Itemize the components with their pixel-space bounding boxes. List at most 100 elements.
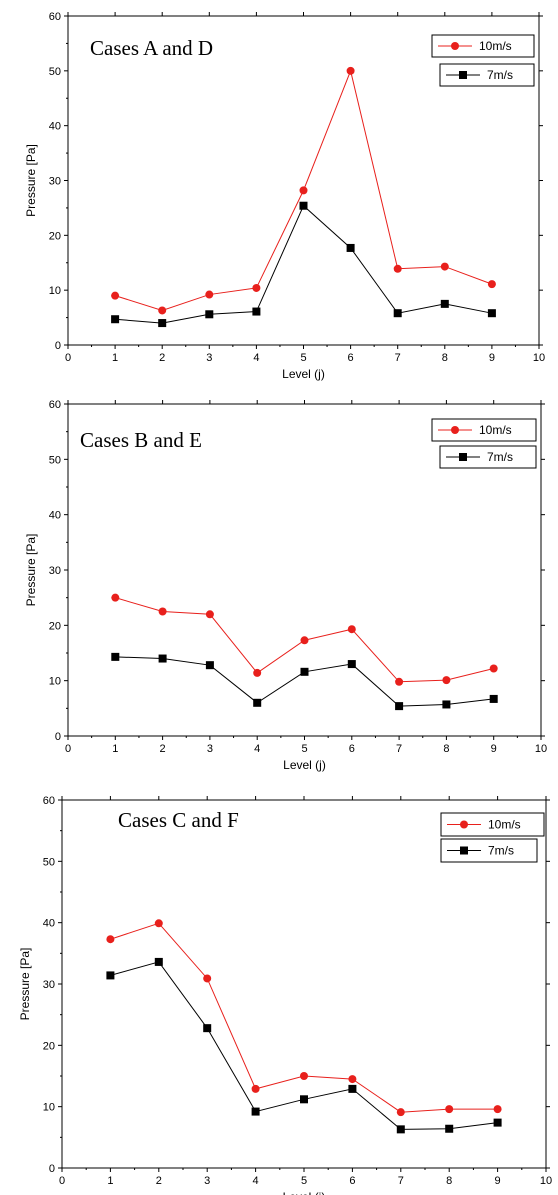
data-point-10m/s — [205, 610, 214, 619]
x-tick-label: 5 — [301, 1175, 307, 1187]
y-tick-label: 10 — [49, 285, 61, 297]
x-tick-label: 10 — [540, 1175, 552, 1187]
data-point-10m/s — [253, 668, 262, 677]
legend-marker — [459, 453, 467, 461]
data-point-7m/s — [489, 694, 498, 703]
x-tick-label: 3 — [207, 743, 213, 755]
y-tick-label: 0 — [55, 731, 61, 743]
x-tick-label: 9 — [489, 352, 495, 364]
x-tick-label: 4 — [253, 352, 259, 364]
y-axis-label: Pressure [Pa] — [24, 534, 38, 607]
data-point-10m/s — [395, 677, 404, 686]
legend-marker — [451, 426, 459, 434]
data-point-7m/s — [396, 1125, 405, 1134]
x-tick-label: 2 — [156, 1175, 162, 1187]
legend-entry: 10m/s — [440, 812, 545, 837]
legend-box — [439, 63, 535, 87]
data-point-10m/s — [205, 290, 214, 299]
data-point-10m/s — [299, 186, 308, 195]
legend-label: 7m/s — [487, 450, 513, 464]
data-point-10m/s — [158, 306, 167, 315]
legend-box — [431, 418, 537, 442]
legend-label: 10m/s — [479, 39, 512, 53]
data-point-7m/s — [251, 1107, 260, 1116]
data-point-7m/s — [252, 307, 261, 316]
data-point-7m/s — [348, 1084, 357, 1093]
legend-label: 7m/s — [488, 844, 514, 858]
legend-marker — [451, 42, 459, 50]
legend-marker — [460, 820, 468, 829]
x-axis-label: Level (j) — [282, 367, 325, 381]
y-tick-label: 60 — [49, 11, 61, 23]
legend-entry: 7m/s — [439, 445, 537, 469]
x-tick-label: 1 — [112, 352, 118, 364]
legend-label: 7m/s — [487, 68, 513, 82]
data-point-7m/s — [111, 315, 120, 324]
x-tick-label: 6 — [349, 1175, 355, 1187]
y-axis-label: Pressure [Pa] — [24, 144, 38, 217]
x-tick-label: 9 — [495, 1175, 501, 1187]
y-tick-label: 60 — [49, 399, 61, 411]
y-tick-label: 40 — [49, 121, 61, 133]
data-point-10m/s — [396, 1108, 405, 1117]
data-point-10m/s — [442, 676, 451, 685]
data-point-7m/s — [106, 971, 115, 980]
x-tick-label: 0 — [65, 743, 71, 755]
data-point-7m/s — [299, 201, 308, 210]
legend-box — [440, 812, 545, 837]
y-tick-label: 50 — [49, 66, 61, 78]
legend-label: 10m/s — [479, 423, 512, 437]
data-point-10m/s — [300, 636, 309, 645]
legend-entry: 10m/s — [431, 418, 537, 442]
x-tick-label: 7 — [395, 352, 401, 364]
data-point-7m/s — [395, 702, 404, 711]
x-tick-label: 5 — [301, 743, 307, 755]
x-axis-label: Level (j) — [283, 758, 326, 772]
legend-entry: 7m/s — [440, 838, 538, 863]
data-point-7m/s — [445, 1124, 454, 1133]
data-point-7m/s — [487, 309, 496, 318]
legend-box — [440, 838, 538, 863]
x-tick-label: 8 — [443, 743, 449, 755]
x-tick-label: 2 — [159, 352, 165, 364]
x-tick-label: 4 — [254, 743, 260, 755]
y-tick-label: 20 — [49, 620, 61, 632]
data-point-7m/s — [393, 309, 402, 318]
data-point-10m/s — [348, 1075, 357, 1084]
y-tick-label: 30 — [49, 565, 61, 577]
data-point-7m/s — [158, 319, 167, 328]
data-point-10m/s — [203, 974, 212, 983]
data-point-10m/s — [158, 607, 167, 616]
case-title: Cases B and E — [80, 428, 202, 452]
x-tick-label: 0 — [59, 1175, 65, 1187]
legend-entry: 7m/s — [439, 63, 535, 87]
legend-label: 10m/s — [488, 818, 521, 832]
x-tick-label: 6 — [348, 352, 354, 364]
x-tick-label: 3 — [204, 1175, 210, 1187]
y-tick-label: 30 — [49, 176, 61, 188]
data-point-10m/s — [346, 66, 355, 75]
data-point-10m/s — [300, 1072, 308, 1080]
x-tick-label: 7 — [398, 1175, 404, 1187]
legend-box — [439, 445, 537, 469]
data-point-10m/s — [251, 1084, 260, 1093]
data-point-10m/s — [106, 935, 115, 944]
data-point-7m/s — [347, 660, 356, 669]
data-point-7m/s — [253, 698, 262, 707]
legend-box — [431, 34, 535, 58]
x-tick-label: 1 — [112, 743, 118, 755]
x-tick-label: 4 — [253, 1175, 259, 1187]
chart-panel-3: 0 1 2 3 4 5 6 7 8 9 10 0 10 20 30 40 50 60 Level (j) Pressu… — [18, 795, 552, 1195]
legend-entry: 10m/s — [431, 34, 535, 58]
x-tick-label: 0 — [65, 352, 71, 364]
y-tick-label: 10 — [49, 676, 61, 688]
data-point-10m/s — [487, 280, 496, 289]
y-tick-label: 30 — [43, 979, 55, 991]
legend-marker — [459, 71, 467, 79]
x-tick-label: 10 — [533, 352, 545, 364]
y-tick-label: 20 — [49, 230, 61, 242]
y-tick-label: 10 — [43, 1102, 55, 1114]
y-axis-label: Pressure [Pa] — [18, 948, 32, 1021]
data-point-7m/s — [111, 652, 120, 661]
